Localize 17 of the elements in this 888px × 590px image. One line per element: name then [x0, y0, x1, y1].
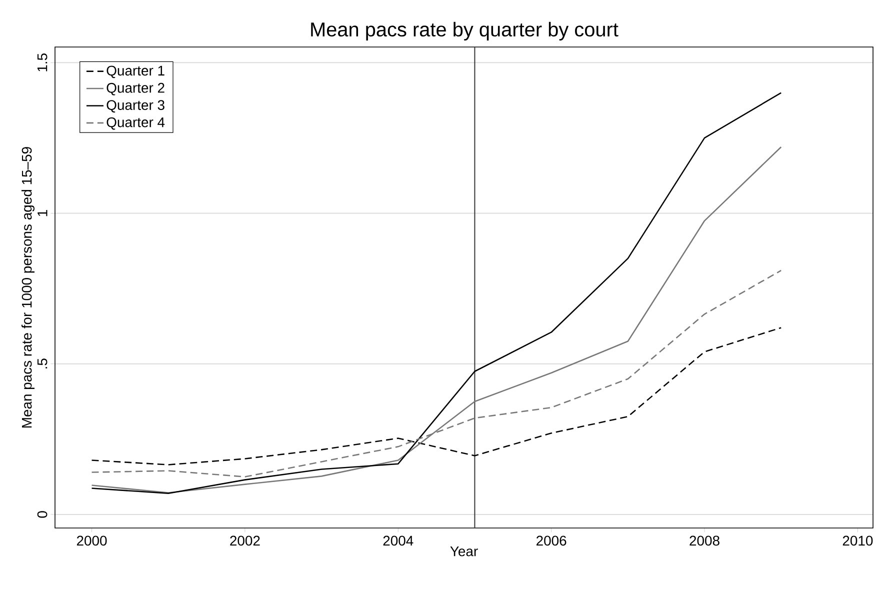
y-tick-label: .5 — [38, 358, 48, 368]
x-tick-label: 2008 — [690, 536, 720, 546]
x-tick-label: 2004 — [383, 536, 414, 546]
x-tick-label: 2002 — [230, 536, 260, 546]
x-tick-label: 2006 — [536, 536, 566, 546]
legend-label: Quarter 3 — [106, 100, 164, 113]
chart-title: Mean pacs rate by quarter by court — [311, 22, 618, 40]
x-tick-label: 2010 — [842, 536, 873, 546]
y-tick-label: 0 — [37, 511, 48, 518]
y-tick-label: 1 — [38, 210, 48, 216]
legend-label: Quarter 4 — [106, 117, 165, 130]
legend-label: Quarter 1 — [106, 66, 164, 78]
legend-label: Quarter 2 — [106, 82, 164, 96]
x-tick-label: 2000 — [76, 536, 107, 546]
y-tick-label: 1.5 — [38, 54, 48, 72]
y-axis-title: Mean pacs rate for 1000 persons aged 15–59 — [21, 147, 34, 428]
x-axis-title: Year — [450, 546, 478, 556]
